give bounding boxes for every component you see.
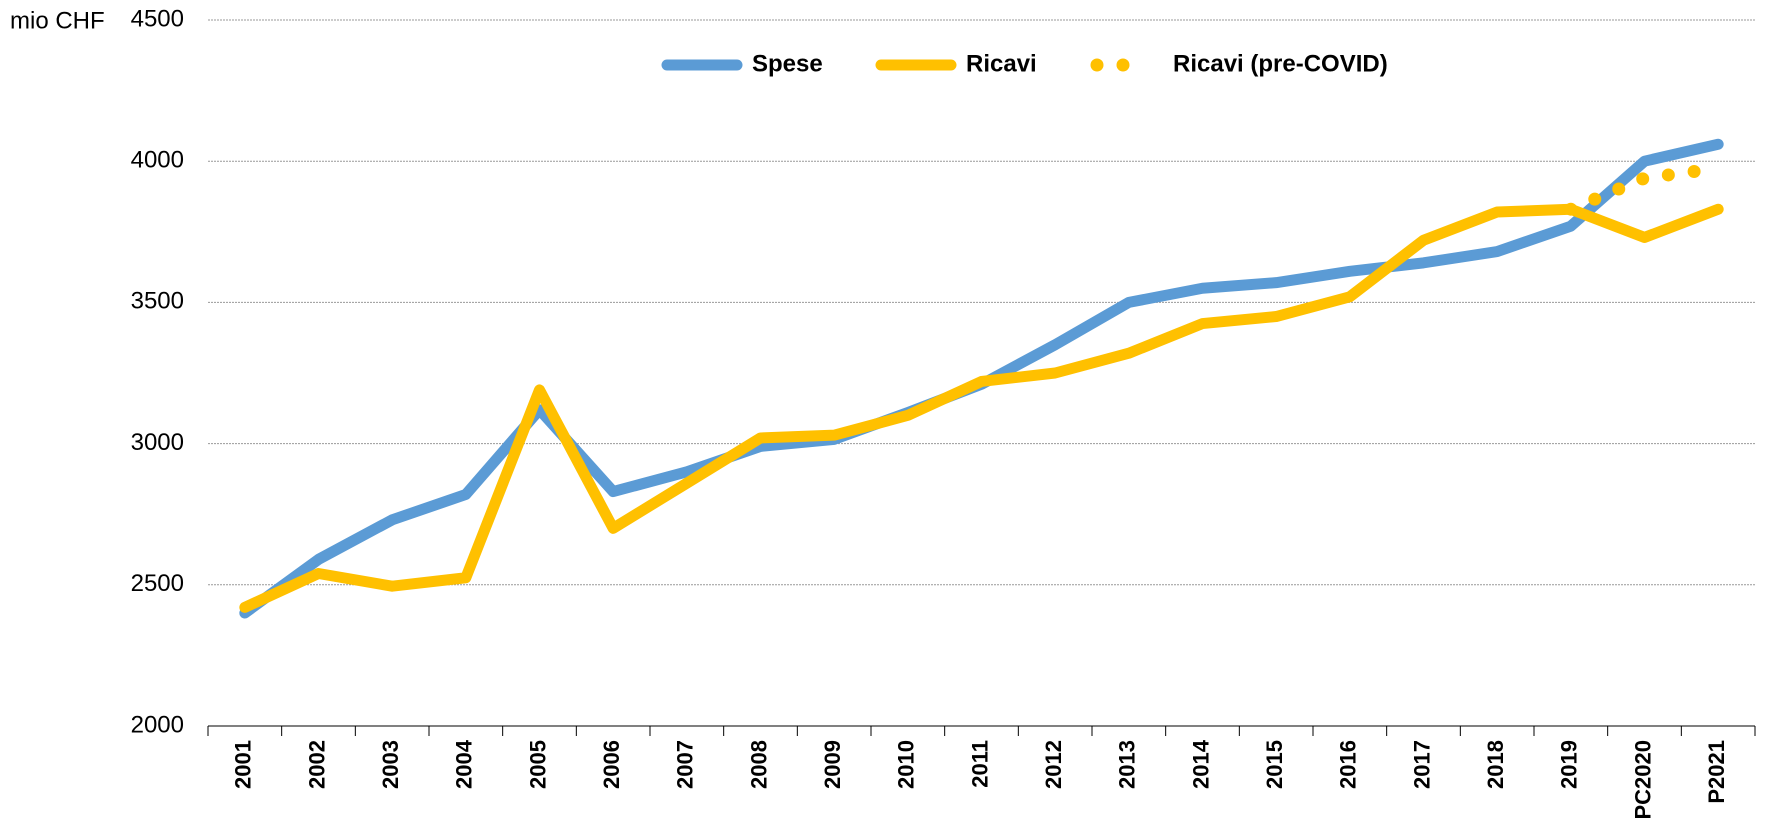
x-tick-label: 2016 bbox=[1336, 740, 1361, 789]
x-tick-label: 2005 bbox=[525, 740, 550, 789]
x-tick-label: 2017 bbox=[1409, 740, 1434, 789]
x-tick-label: 2019 bbox=[1557, 740, 1582, 789]
x-tick-label: 2003 bbox=[378, 740, 403, 789]
series-line bbox=[239, 203, 1724, 613]
x-tick-label: 2013 bbox=[1115, 740, 1140, 789]
x-tick-label: 2008 bbox=[746, 740, 771, 789]
x-tick-label: 2006 bbox=[599, 740, 624, 789]
legend-label: Ricavi bbox=[966, 50, 1037, 77]
y-axis-label: mio CHF bbox=[10, 7, 105, 34]
x-tick-label: 2014 bbox=[1188, 739, 1213, 789]
y-tick-label: 4500 bbox=[131, 5, 184, 32]
x-tick-label: 2010 bbox=[894, 740, 919, 789]
x-tick-label: PC2020 bbox=[1630, 740, 1655, 820]
x-tick-label: 2002 bbox=[304, 740, 329, 789]
legend-label: Ricavi (pre-COVID) bbox=[1173, 50, 1388, 77]
x-tick-label: 2015 bbox=[1262, 740, 1287, 789]
y-tick-label: 4000 bbox=[131, 147, 184, 174]
legend-label: Spese bbox=[752, 50, 823, 77]
y-tick-label: 2000 bbox=[131, 711, 184, 738]
y-tick-label: 2500 bbox=[131, 570, 184, 597]
x-tick-label: 2012 bbox=[1041, 740, 1066, 789]
x-tick-label: 2011 bbox=[967, 740, 992, 788]
y-tick-label: 3000 bbox=[131, 429, 184, 456]
x-tick-label: 2001 bbox=[231, 740, 256, 789]
x-tick-label: 2018 bbox=[1483, 740, 1508, 789]
y-tick-label: 3500 bbox=[131, 288, 184, 315]
x-tick-label: P2021 bbox=[1704, 740, 1729, 804]
x-tick-label: 2007 bbox=[673, 740, 698, 789]
series-line bbox=[1564, 161, 1725, 216]
x-tick-label: 2004 bbox=[452, 739, 477, 789]
x-tick-label: 2009 bbox=[820, 740, 845, 789]
